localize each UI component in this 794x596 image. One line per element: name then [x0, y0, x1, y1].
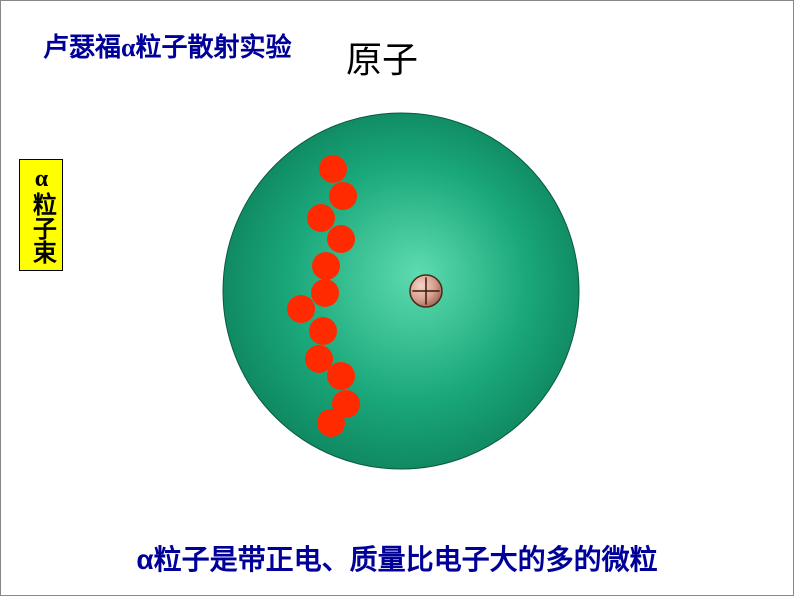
atom-label: 原子 [346, 31, 418, 83]
alpha-particle [309, 317, 337, 345]
alpha-particle [312, 252, 340, 280]
alpha-particle [319, 155, 347, 183]
alpha-particle [329, 182, 357, 210]
alpha-particle [307, 204, 335, 232]
footer-caption: α粒子是带正电、质量比电子大的多的微粒 [1, 538, 793, 578]
alpha-particle [311, 279, 339, 307]
atom-body [223, 113, 579, 469]
alpha-particle [327, 225, 355, 253]
alpha-particle [327, 362, 355, 390]
alpha-particle [287, 295, 315, 323]
experiment-title: 卢瑟福α粒子散射实验 [43, 27, 292, 64]
atom-diagram [201, 91, 601, 491]
alpha-particle [305, 345, 333, 373]
alpha-beam-label-box: α粒子束 [19, 159, 63, 271]
alpha-particle [317, 409, 345, 437]
footer-rest: 粒子是带正电、质量比电子大的多的微粒 [154, 545, 658, 576]
footer-alpha: α [136, 544, 153, 575]
